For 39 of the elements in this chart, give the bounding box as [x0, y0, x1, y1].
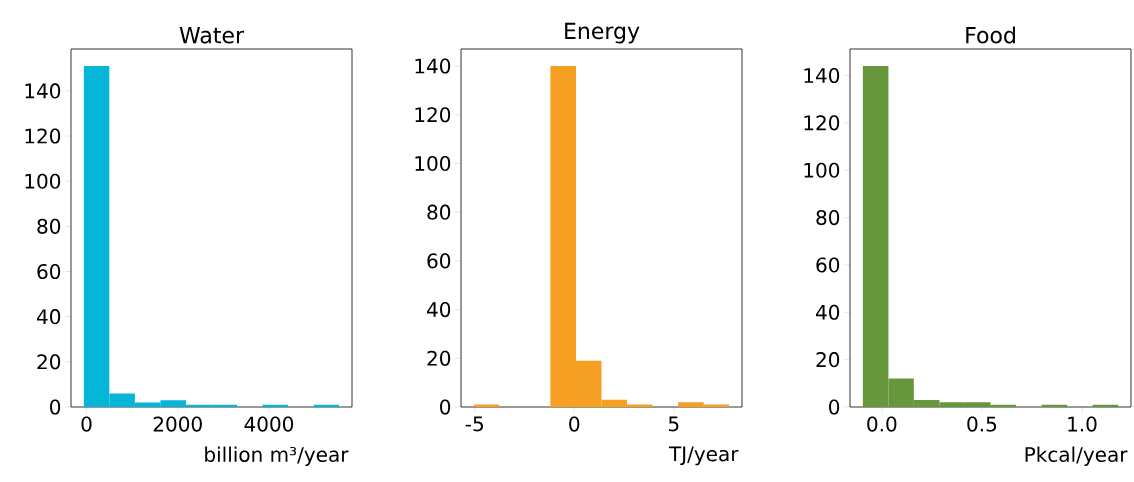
- y-tick-label: 140: [415, 58, 451, 74]
- x-tick-label: 0.5: [967, 416, 997, 432]
- y-tick-label: 100: [25, 173, 61, 189]
- x-axis-title: Pkcal/year: [1025, 446, 1128, 466]
- y-tick-label: 20: [816, 352, 840, 368]
- y-tick-label: 80: [37, 218, 61, 234]
- y-tick-label: 20: [37, 354, 61, 370]
- y-tick-label: 120: [25, 128, 61, 144]
- y-tick-label: 140: [25, 83, 61, 99]
- y-tick-label: 40: [36, 309, 61, 325]
- y-tick-label: 40: [427, 302, 451, 318]
- x-tick-label: 1.0: [1068, 416, 1097, 432]
- y-tick-label: 20: [427, 350, 451, 366]
- y-tick-label: 0: [440, 399, 451, 415]
- y-tick-label: 120: [415, 107, 451, 123]
- y-tick-label: 80: [816, 210, 840, 226]
- y-tick-label: 60: [427, 253, 451, 269]
- y-tick-label: 0: [50, 399, 61, 415]
- y-tick-label: 100: [415, 155, 451, 172]
- y-tick-label: 60: [816, 257, 840, 273]
- x-tick-label: 2000: [153, 416, 202, 432]
- x-axis-title: billion m³/year: [205, 446, 349, 466]
- y-tick-label: 140: [804, 67, 840, 84]
- chart-title: Food: [966, 26, 1015, 44]
- y-tick-label: 120: [804, 115, 840, 131]
- y-tick-label: 80: [427, 204, 451, 220]
- x-axis-title: TJ/year: [668, 446, 739, 466]
- x-tick-label: 0: [569, 416, 580, 432]
- x-tick-label: -5: [465, 416, 483, 432]
- y-tick-label: 100: [804, 162, 840, 178]
- y-tick-label: 40: [816, 304, 840, 320]
- y-tick-label: 0: [829, 399, 840, 415]
- chart-title: Energy: [565, 22, 640, 44]
- y-tick-label: 60: [37, 263, 61, 280]
- x-tick-label: 0: [81, 416, 92, 432]
- x-tick-label: 4000: [244, 416, 294, 432]
- x-tick-label: 0.0: [867, 416, 897, 432]
- x-tick-label: 5: [668, 416, 679, 432]
- chart-title: Water: [179, 27, 245, 44]
